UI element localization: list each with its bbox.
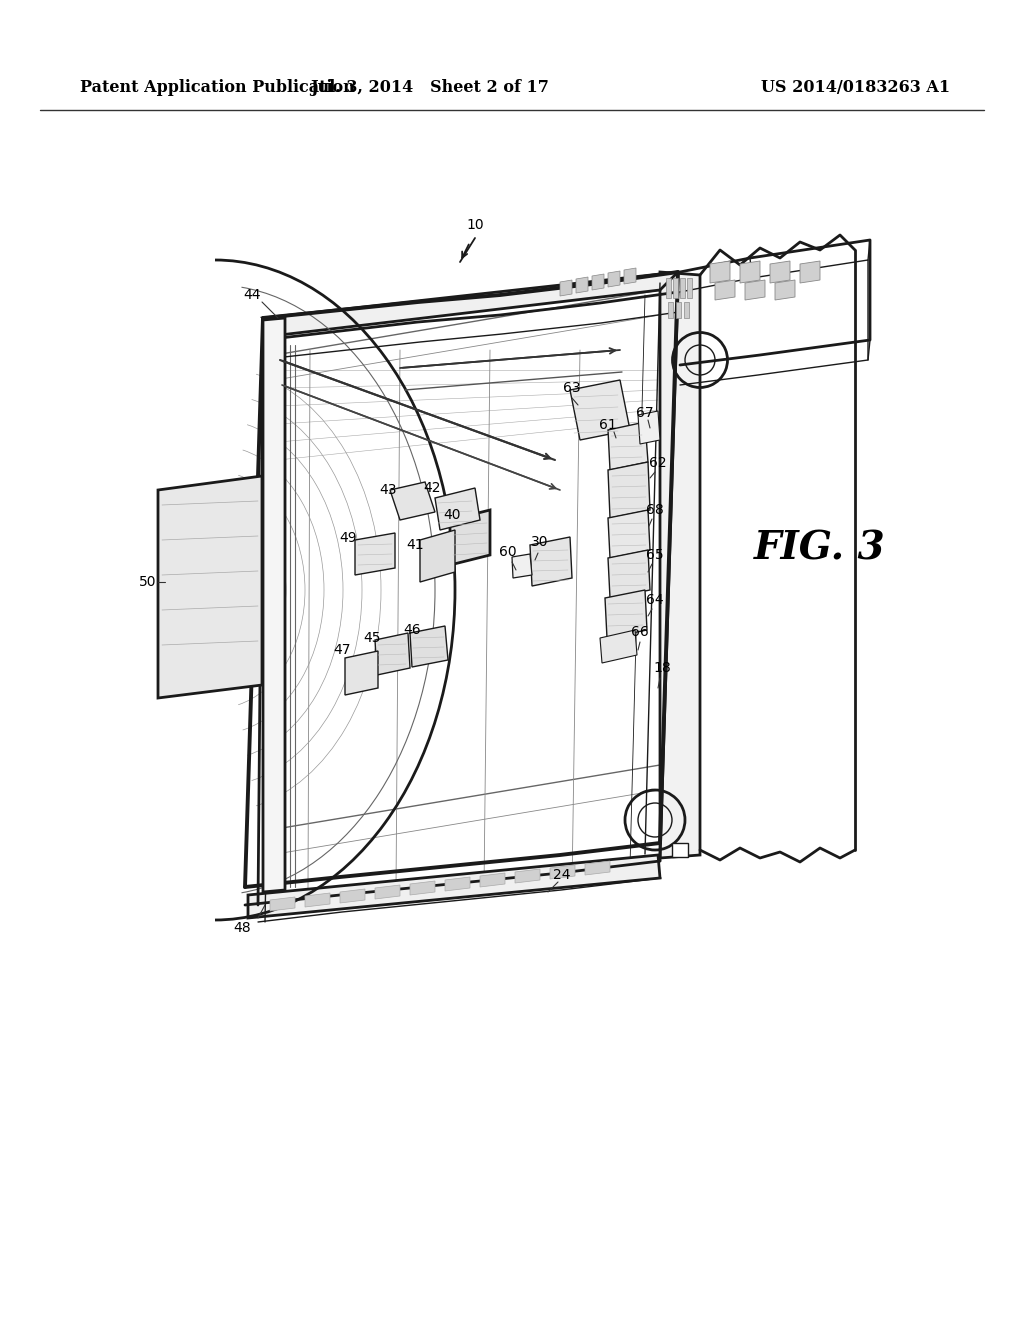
Polygon shape (745, 280, 765, 300)
Polygon shape (608, 462, 650, 517)
Text: 41: 41 (407, 539, 424, 552)
Polygon shape (680, 279, 685, 298)
Text: 48: 48 (233, 921, 251, 935)
Polygon shape (480, 873, 505, 887)
Text: 68: 68 (646, 503, 664, 517)
Text: Jul. 3, 2014   Sheet 2 of 17: Jul. 3, 2014 Sheet 2 of 17 (310, 79, 550, 96)
Polygon shape (570, 380, 630, 440)
Polygon shape (592, 275, 604, 290)
Text: 42: 42 (423, 480, 440, 495)
Polygon shape (550, 865, 575, 879)
Text: 60: 60 (499, 545, 517, 558)
Polygon shape (676, 302, 681, 318)
Text: FIG. 3: FIG. 3 (755, 529, 886, 568)
Polygon shape (560, 280, 572, 296)
Polygon shape (668, 302, 673, 318)
Polygon shape (585, 861, 610, 875)
Polygon shape (355, 533, 395, 576)
Polygon shape (450, 510, 490, 565)
Polygon shape (375, 884, 400, 899)
Text: 50: 50 (139, 576, 157, 589)
Polygon shape (608, 422, 648, 470)
Polygon shape (800, 261, 820, 282)
Polygon shape (158, 477, 262, 698)
Polygon shape (775, 280, 795, 300)
Polygon shape (515, 869, 540, 883)
Text: Patent Application Publication: Patent Application Publication (80, 79, 354, 96)
Polygon shape (624, 268, 636, 284)
Polygon shape (608, 550, 650, 598)
Text: 45: 45 (364, 631, 381, 645)
Text: 47: 47 (333, 643, 351, 657)
Text: 43: 43 (379, 483, 396, 498)
Polygon shape (672, 843, 688, 857)
Polygon shape (740, 261, 760, 282)
Text: 46: 46 (403, 623, 421, 638)
Polygon shape (575, 277, 588, 293)
Polygon shape (684, 302, 689, 318)
Polygon shape (410, 626, 449, 667)
Text: 62: 62 (649, 455, 667, 470)
Polygon shape (305, 894, 330, 907)
Polygon shape (666, 279, 671, 298)
Text: 66: 66 (631, 624, 649, 639)
Polygon shape (263, 272, 678, 335)
Polygon shape (660, 272, 700, 858)
Polygon shape (263, 318, 285, 892)
Polygon shape (270, 898, 295, 911)
Text: 49: 49 (339, 531, 356, 545)
Polygon shape (638, 411, 660, 444)
Polygon shape (608, 510, 650, 558)
Polygon shape (512, 554, 532, 578)
Polygon shape (435, 488, 480, 531)
Text: US 2014/0183263 A1: US 2014/0183263 A1 (761, 79, 950, 96)
Text: 40: 40 (443, 508, 461, 521)
Polygon shape (420, 531, 455, 582)
Polygon shape (345, 651, 378, 696)
Polygon shape (390, 482, 435, 520)
Text: 64: 64 (646, 593, 664, 607)
Polygon shape (530, 537, 572, 586)
Polygon shape (375, 634, 410, 675)
Polygon shape (608, 271, 620, 286)
Polygon shape (340, 888, 365, 903)
Polygon shape (770, 261, 790, 282)
Polygon shape (248, 855, 660, 917)
Polygon shape (710, 261, 730, 282)
Text: 18: 18 (653, 661, 671, 675)
Text: 63: 63 (563, 381, 581, 395)
Text: 10: 10 (466, 218, 483, 232)
Polygon shape (605, 590, 647, 638)
Text: 44: 44 (244, 288, 261, 302)
Polygon shape (600, 630, 637, 663)
Text: 65: 65 (646, 548, 664, 562)
Polygon shape (673, 279, 678, 298)
Text: 61: 61 (599, 418, 616, 432)
Polygon shape (445, 876, 470, 891)
Text: 30: 30 (531, 535, 549, 549)
Polygon shape (715, 280, 735, 300)
Text: 67: 67 (636, 407, 653, 420)
Polygon shape (410, 880, 435, 895)
Polygon shape (687, 279, 692, 298)
Text: 24: 24 (553, 869, 570, 882)
